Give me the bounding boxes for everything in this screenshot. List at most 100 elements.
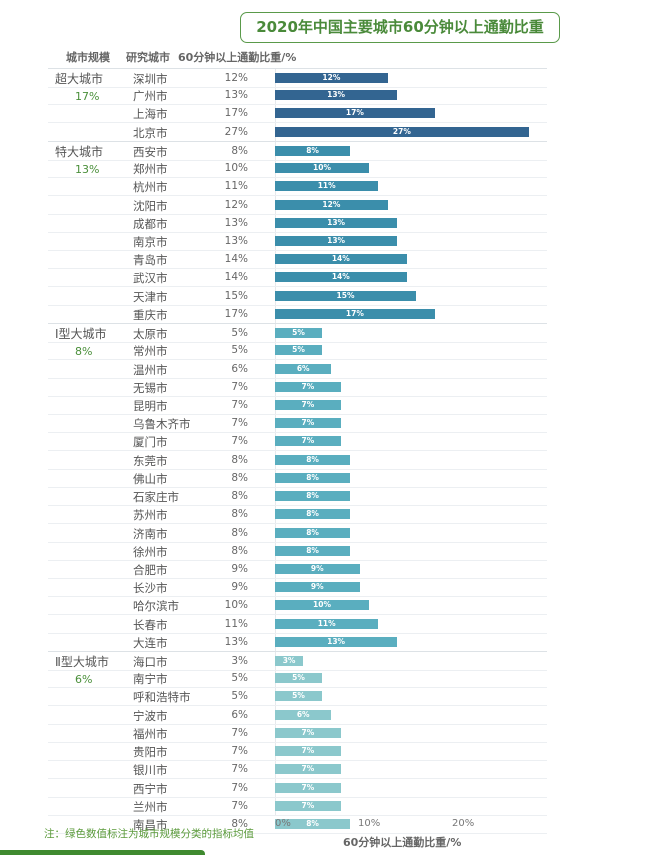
city-name: 西安市 bbox=[133, 144, 168, 159]
bar: 11% bbox=[275, 181, 379, 192]
header-value: 60分钟以上通勤比重/% bbox=[178, 51, 297, 64]
city-name: 天津市 bbox=[133, 289, 168, 304]
decorative-bar bbox=[0, 850, 205, 855]
bar: 12% bbox=[275, 73, 388, 83]
value-label: 13% bbox=[224, 89, 248, 102]
table-row: 昆明市 7% 7% bbox=[48, 396, 547, 415]
bar-data-label: 10% bbox=[313, 600, 331, 610]
group-label: Ⅱ型大城市 bbox=[55, 655, 109, 670]
table-row: 南昌市 8% 8% bbox=[48, 815, 547, 835]
table-row: 天津市 15% 15% bbox=[48, 287, 547, 306]
bar-data-label: 7% bbox=[301, 746, 315, 756]
table-row: 西安市 8% 8% bbox=[48, 140, 547, 161]
city-name: 南昌市 bbox=[133, 818, 168, 833]
value-label: 7% bbox=[231, 398, 248, 411]
city-name: 济南市 bbox=[133, 526, 168, 541]
city-name: 苏州市 bbox=[133, 508, 168, 523]
value-label: 10% bbox=[224, 162, 248, 175]
table-row: 青岛市 14% 14% bbox=[48, 250, 547, 270]
bar-data-label: 8% bbox=[306, 509, 319, 519]
bar: 12% bbox=[275, 199, 388, 210]
value-label: 5% bbox=[231, 690, 248, 703]
value-label: 13% bbox=[224, 234, 248, 247]
table-row: 长沙市 9% 9% bbox=[48, 578, 547, 598]
value-label: 13% bbox=[224, 635, 248, 648]
bar: 5% bbox=[275, 345, 322, 356]
bar: 7% bbox=[275, 399, 341, 410]
group-average: 13% bbox=[75, 162, 100, 176]
bar: 7% bbox=[275, 764, 341, 775]
city-name: 昆明市 bbox=[133, 398, 168, 413]
bar-data-label: 17% bbox=[345, 108, 364, 118]
city-name: 上海市 bbox=[133, 107, 168, 122]
bar: 17% bbox=[275, 308, 435, 319]
bar: 8% bbox=[275, 454, 351, 465]
group-label: Ⅰ型大城市 bbox=[55, 327, 107, 342]
city-name: 宁波市 bbox=[133, 708, 168, 723]
bar: 14% bbox=[275, 272, 407, 283]
city-name: 重庆市 bbox=[133, 307, 168, 322]
bar: 13% bbox=[275, 235, 398, 246]
bar: 7% bbox=[275, 727, 341, 738]
city-name: 石家庄市 bbox=[133, 490, 179, 505]
bar-data-label: 9% bbox=[310, 582, 324, 592]
header-city: 研究城市 bbox=[126, 51, 170, 64]
bar: 8% bbox=[275, 527, 351, 538]
bar: 6% bbox=[275, 363, 332, 374]
bar-data-label: 7% bbox=[301, 381, 315, 391]
value-label: 14% bbox=[224, 253, 248, 266]
value-label: 5% bbox=[231, 344, 248, 357]
bar-data-label: 7% bbox=[301, 727, 315, 737]
table-row: 深圳市 12% 12% bbox=[48, 68, 547, 88]
city-name: 厦门市 bbox=[133, 435, 168, 450]
x-tick-label: 10% bbox=[358, 818, 381, 829]
group-average: 6% bbox=[75, 673, 93, 687]
table-row: 乌鲁木齐市 7% 7% bbox=[48, 414, 547, 434]
table-row: 大连市 13% 13% bbox=[48, 633, 547, 652]
table-row: 福州市 7% 7% bbox=[48, 724, 547, 743]
city-name: 合肥市 bbox=[133, 562, 168, 577]
bar-data-label: 8% bbox=[306, 527, 319, 537]
bar-data-label: 14% bbox=[331, 272, 350, 282]
city-name: 乌鲁木齐市 bbox=[133, 417, 191, 432]
city-name: 佛山市 bbox=[133, 471, 168, 486]
bar-data-label: 13% bbox=[327, 636, 346, 646]
city-name: 青岛市 bbox=[133, 253, 168, 268]
bar-data-label: 5% bbox=[292, 673, 305, 683]
bar-data-label: 15% bbox=[336, 290, 355, 300]
bar: 8% bbox=[275, 819, 351, 830]
city-name: 银川市 bbox=[133, 763, 168, 778]
city-name: 无锡市 bbox=[133, 380, 168, 395]
value-label: 15% bbox=[224, 289, 248, 302]
table-row: 长春市 11% 11% bbox=[48, 615, 547, 634]
bar: 8% bbox=[275, 145, 351, 156]
bar: 7% bbox=[275, 800, 341, 811]
bar: 5% bbox=[275, 673, 322, 684]
value-label: 14% bbox=[224, 271, 248, 284]
bar: 13% bbox=[275, 217, 398, 228]
table-row: 南宁市 5% 5% bbox=[48, 669, 547, 689]
table-row: 贵阳市 7% 7% bbox=[48, 742, 547, 762]
bar-data-label: 8% bbox=[306, 472, 319, 482]
bar-data-label: 5% bbox=[292, 691, 305, 701]
bar-data-label: 5% bbox=[292, 328, 305, 338]
table-row: 兰州市 7% 7% bbox=[48, 797, 547, 816]
table-row: 常州市 5% 5% bbox=[48, 341, 547, 361]
city-name: 深圳市 bbox=[133, 72, 168, 86]
bar-data-label: 7% bbox=[301, 782, 315, 792]
bar: 11% bbox=[275, 618, 379, 629]
group-average: 17% bbox=[75, 90, 100, 103]
bar-data-label: 27% bbox=[392, 126, 411, 136]
bar-data-label: 13% bbox=[327, 235, 346, 245]
bar: 5% bbox=[275, 691, 322, 702]
city-name: 常州市 bbox=[133, 344, 168, 359]
group-label: 超大城市 bbox=[55, 72, 104, 86]
table-row: 石家庄市 8% 8% bbox=[48, 487, 547, 507]
bar: 6% bbox=[275, 709, 332, 720]
value-label: 9% bbox=[231, 562, 248, 575]
bar: 8% bbox=[275, 472, 351, 483]
value-label: 12% bbox=[224, 198, 248, 211]
x-tick-label: 20% bbox=[452, 818, 475, 829]
city-name: 成都市 bbox=[133, 216, 168, 231]
